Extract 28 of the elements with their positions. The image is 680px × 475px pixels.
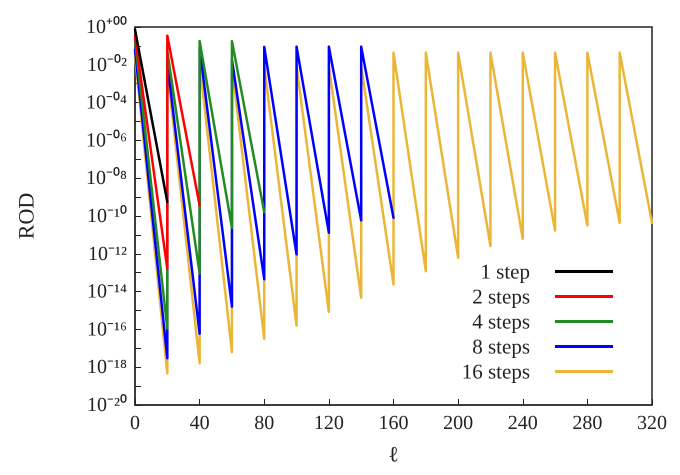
y-tick-label: 10⁻¹⁰ <box>87 204 127 227</box>
y-tick-label: 10⁻²⁰ <box>87 393 127 416</box>
y-tick-label: 10⁻¹⁸ <box>87 356 128 378</box>
legend-label: 1 step <box>480 260 530 284</box>
y-tick-label: 10⁺⁰⁰ <box>86 15 127 38</box>
x-tick-label: 80 <box>254 412 274 434</box>
line-series <box>134 34 201 270</box>
x-tick-label: 200 <box>443 412 474 434</box>
x-axis-title: ℓ <box>388 442 399 466</box>
x-tick-label: 40 <box>190 412 210 434</box>
y-tick-label: 10⁻⁰⁸ <box>86 166 128 190</box>
y-tick-label: 10⁻¹⁴ <box>87 280 128 303</box>
legend-label: 4 steps <box>472 310 530 334</box>
x-tick-label: 120 <box>314 412 344 434</box>
y-tick-label: 10⁻¹⁶ <box>87 318 128 340</box>
legend-label: 8 steps <box>472 334 530 358</box>
y-tick-label: 10⁻⁰⁴ <box>86 90 128 114</box>
x-tick-label: 280 <box>572 412 602 434</box>
y-tick-label: 10⁻¹² <box>88 242 127 265</box>
x-tick-label: 320 <box>637 412 667 434</box>
x-tick-label: 160 <box>378 412 408 434</box>
y-tick-label: 10⁻⁰⁶ <box>86 128 128 152</box>
x-tick-label: 240 <box>508 412 538 434</box>
legend-label: 16 steps <box>462 360 530 384</box>
legend-label: 2 steps <box>472 284 530 308</box>
y-axis-title: ROD <box>14 192 38 240</box>
x-tick-label: 0 <box>130 412 140 434</box>
y-tick-label: 10⁻⁰² <box>87 52 127 76</box>
